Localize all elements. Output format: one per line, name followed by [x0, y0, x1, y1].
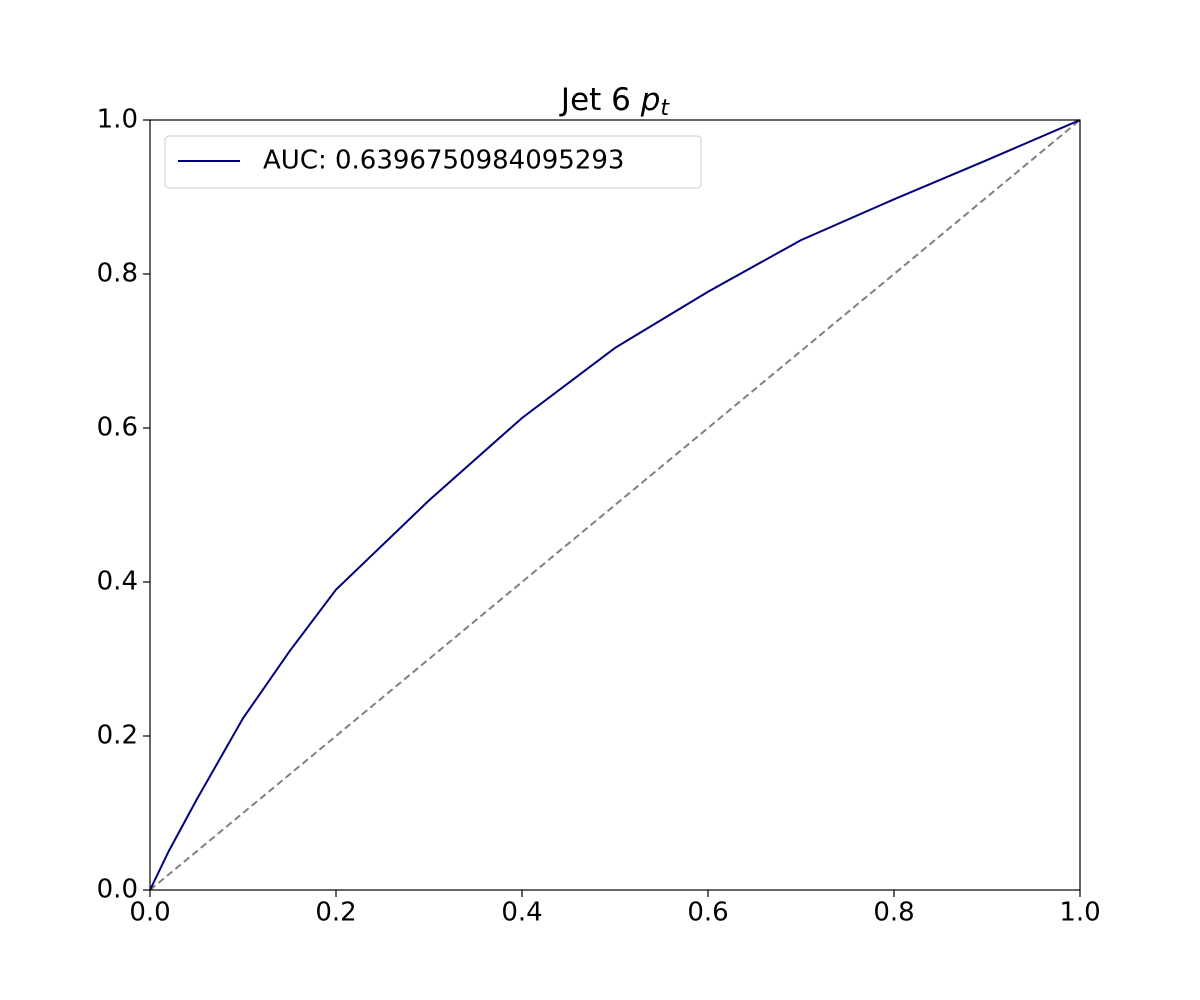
chart-title: Jet 6 pt [559, 82, 671, 122]
y-tick-label: 0.6 [97, 413, 138, 443]
diagonal-reference [149, 119, 1081, 891]
y-tick-label: 0.8 [97, 259, 138, 289]
legend-label: AUC: 0.6396750984095293 [263, 146, 624, 176]
title-subscript: t [660, 96, 670, 121]
x-tick-label: 1.0 [1059, 898, 1100, 928]
x-tick-label: 0.8 [873, 898, 914, 928]
x-tick-label: 0.2 [315, 898, 356, 928]
y-tick-label: 0.0 [97, 875, 138, 905]
x-tick-label: 0.6 [687, 898, 728, 928]
title-text: Jet 6 [559, 82, 631, 118]
x-tick-label: 0.4 [501, 898, 542, 928]
y-tick-label: 0.2 [97, 721, 138, 751]
y-tick-label: 1.0 [97, 105, 138, 135]
y-tick-label: 0.4 [97, 567, 138, 597]
title-symbol: p [640, 82, 661, 118]
plot-frame [149, 119, 1081, 891]
x-tick-label: 0.0 [129, 898, 170, 928]
legend-box [164, 135, 702, 189]
roc-curve [149, 119, 1081, 891]
